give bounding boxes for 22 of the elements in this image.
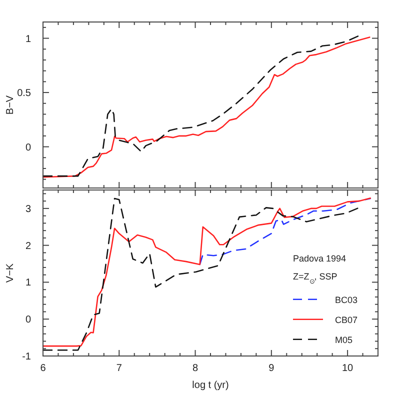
x-tick-label: 8	[192, 363, 198, 374]
legend-label: CB07	[335, 314, 358, 325]
y-tick-label: 1	[25, 34, 32, 45]
y-tick-label: 3	[25, 204, 32, 215]
y-tick-label: -1	[22, 352, 32, 362]
x-axis-title: log t (yr)	[192, 380, 229, 391]
annotation: Z=Z$_{⊙}$, SSP	[293, 271, 338, 285]
legend-label: BC03	[335, 294, 358, 305]
line-series	[199, 198, 372, 266]
y-axis-title: B−V	[5, 95, 16, 115]
y-tick-label: 1	[25, 278, 32, 289]
y-tick-label: 0	[25, 142, 32, 154]
x-tick-label: 9	[268, 363, 275, 374]
y-tick-label: 0.5	[17, 88, 32, 100]
legend-title: Padova 1994	[293, 253, 346, 264]
y-tick-label: 2	[25, 240, 32, 252]
y-tick-label: 0	[25, 314, 32, 326]
x-tick-label: 6	[40, 363, 46, 374]
legend-label: M05	[335, 334, 353, 345]
y-axis-title: V−K	[5, 263, 16, 283]
x-tick-label: 10	[342, 363, 354, 374]
x-tick-label: 7	[116, 363, 122, 374]
